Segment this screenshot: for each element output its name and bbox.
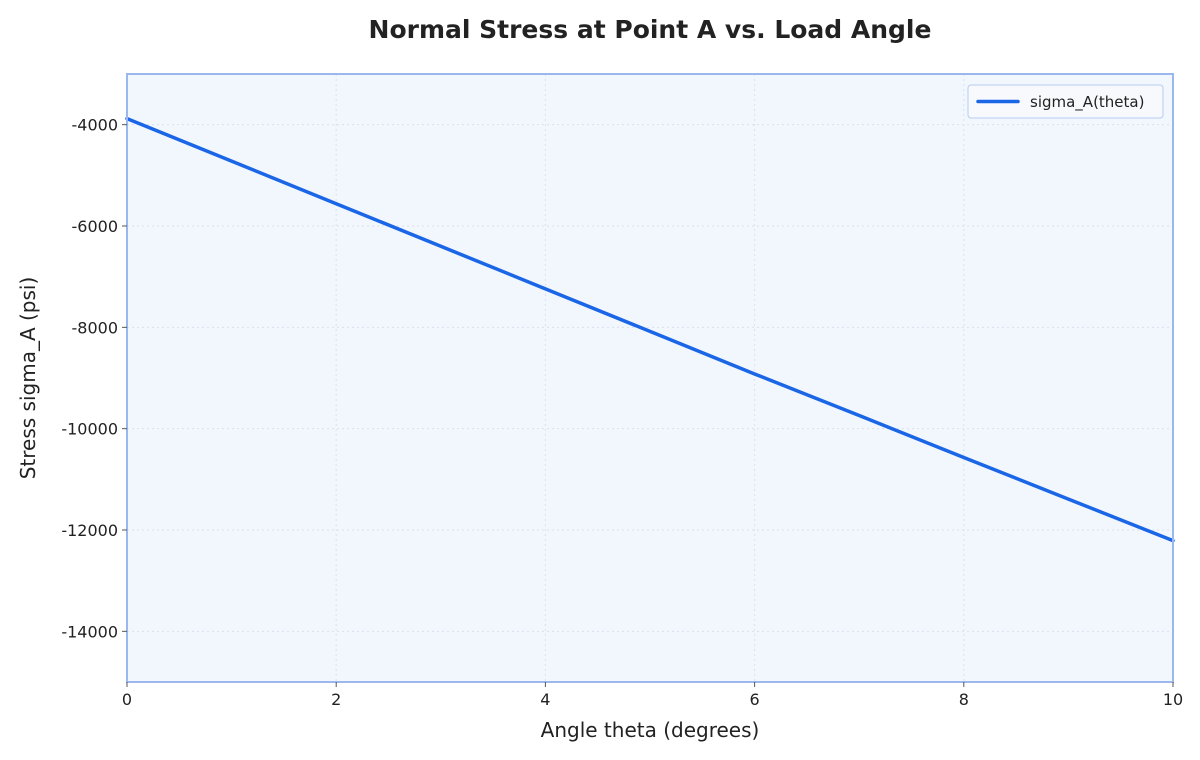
x-tick-label: 8 [959, 690, 969, 709]
y-tick-label: -4000 [72, 116, 119, 135]
y-axis: -14000 -12000 -10000 -8000 -6000 -4000 [61, 116, 127, 641]
y-tick-label: -12000 [61, 521, 118, 540]
series-line-0 [125, 116, 1175, 543]
x-tick-label: 2 [331, 690, 341, 709]
x-tick-label: 6 [750, 690, 760, 709]
y-tick-label: -10000 [61, 420, 118, 439]
y-tick-label: -6000 [72, 217, 119, 236]
series-layer [125, 116, 1175, 543]
y-tick-label: -14000 [61, 622, 118, 641]
x-tick-label: 10 [1163, 690, 1183, 709]
x-tick-label: 4 [540, 690, 550, 709]
plot-frame [126, 73, 1174, 683]
x-tick-label: 0 [122, 690, 132, 709]
chart-title: Normal Stress at Point A vs. Load Angle [369, 15, 932, 44]
x-axis: 0 2 4 6 8 10 [122, 682, 1183, 709]
legend: sigma_A(theta) [967, 84, 1164, 119]
y-axis-label: Stress sigma_A (psi) [16, 277, 40, 480]
legend-box [967, 84, 1164, 119]
legend-entry-label: sigma_A(theta) [1030, 93, 1144, 112]
x-axis-label: Angle theta (degrees) [541, 718, 760, 742]
y-tick-label: -8000 [72, 318, 119, 337]
plot-area [127, 74, 1173, 682]
grid [127, 74, 1173, 682]
